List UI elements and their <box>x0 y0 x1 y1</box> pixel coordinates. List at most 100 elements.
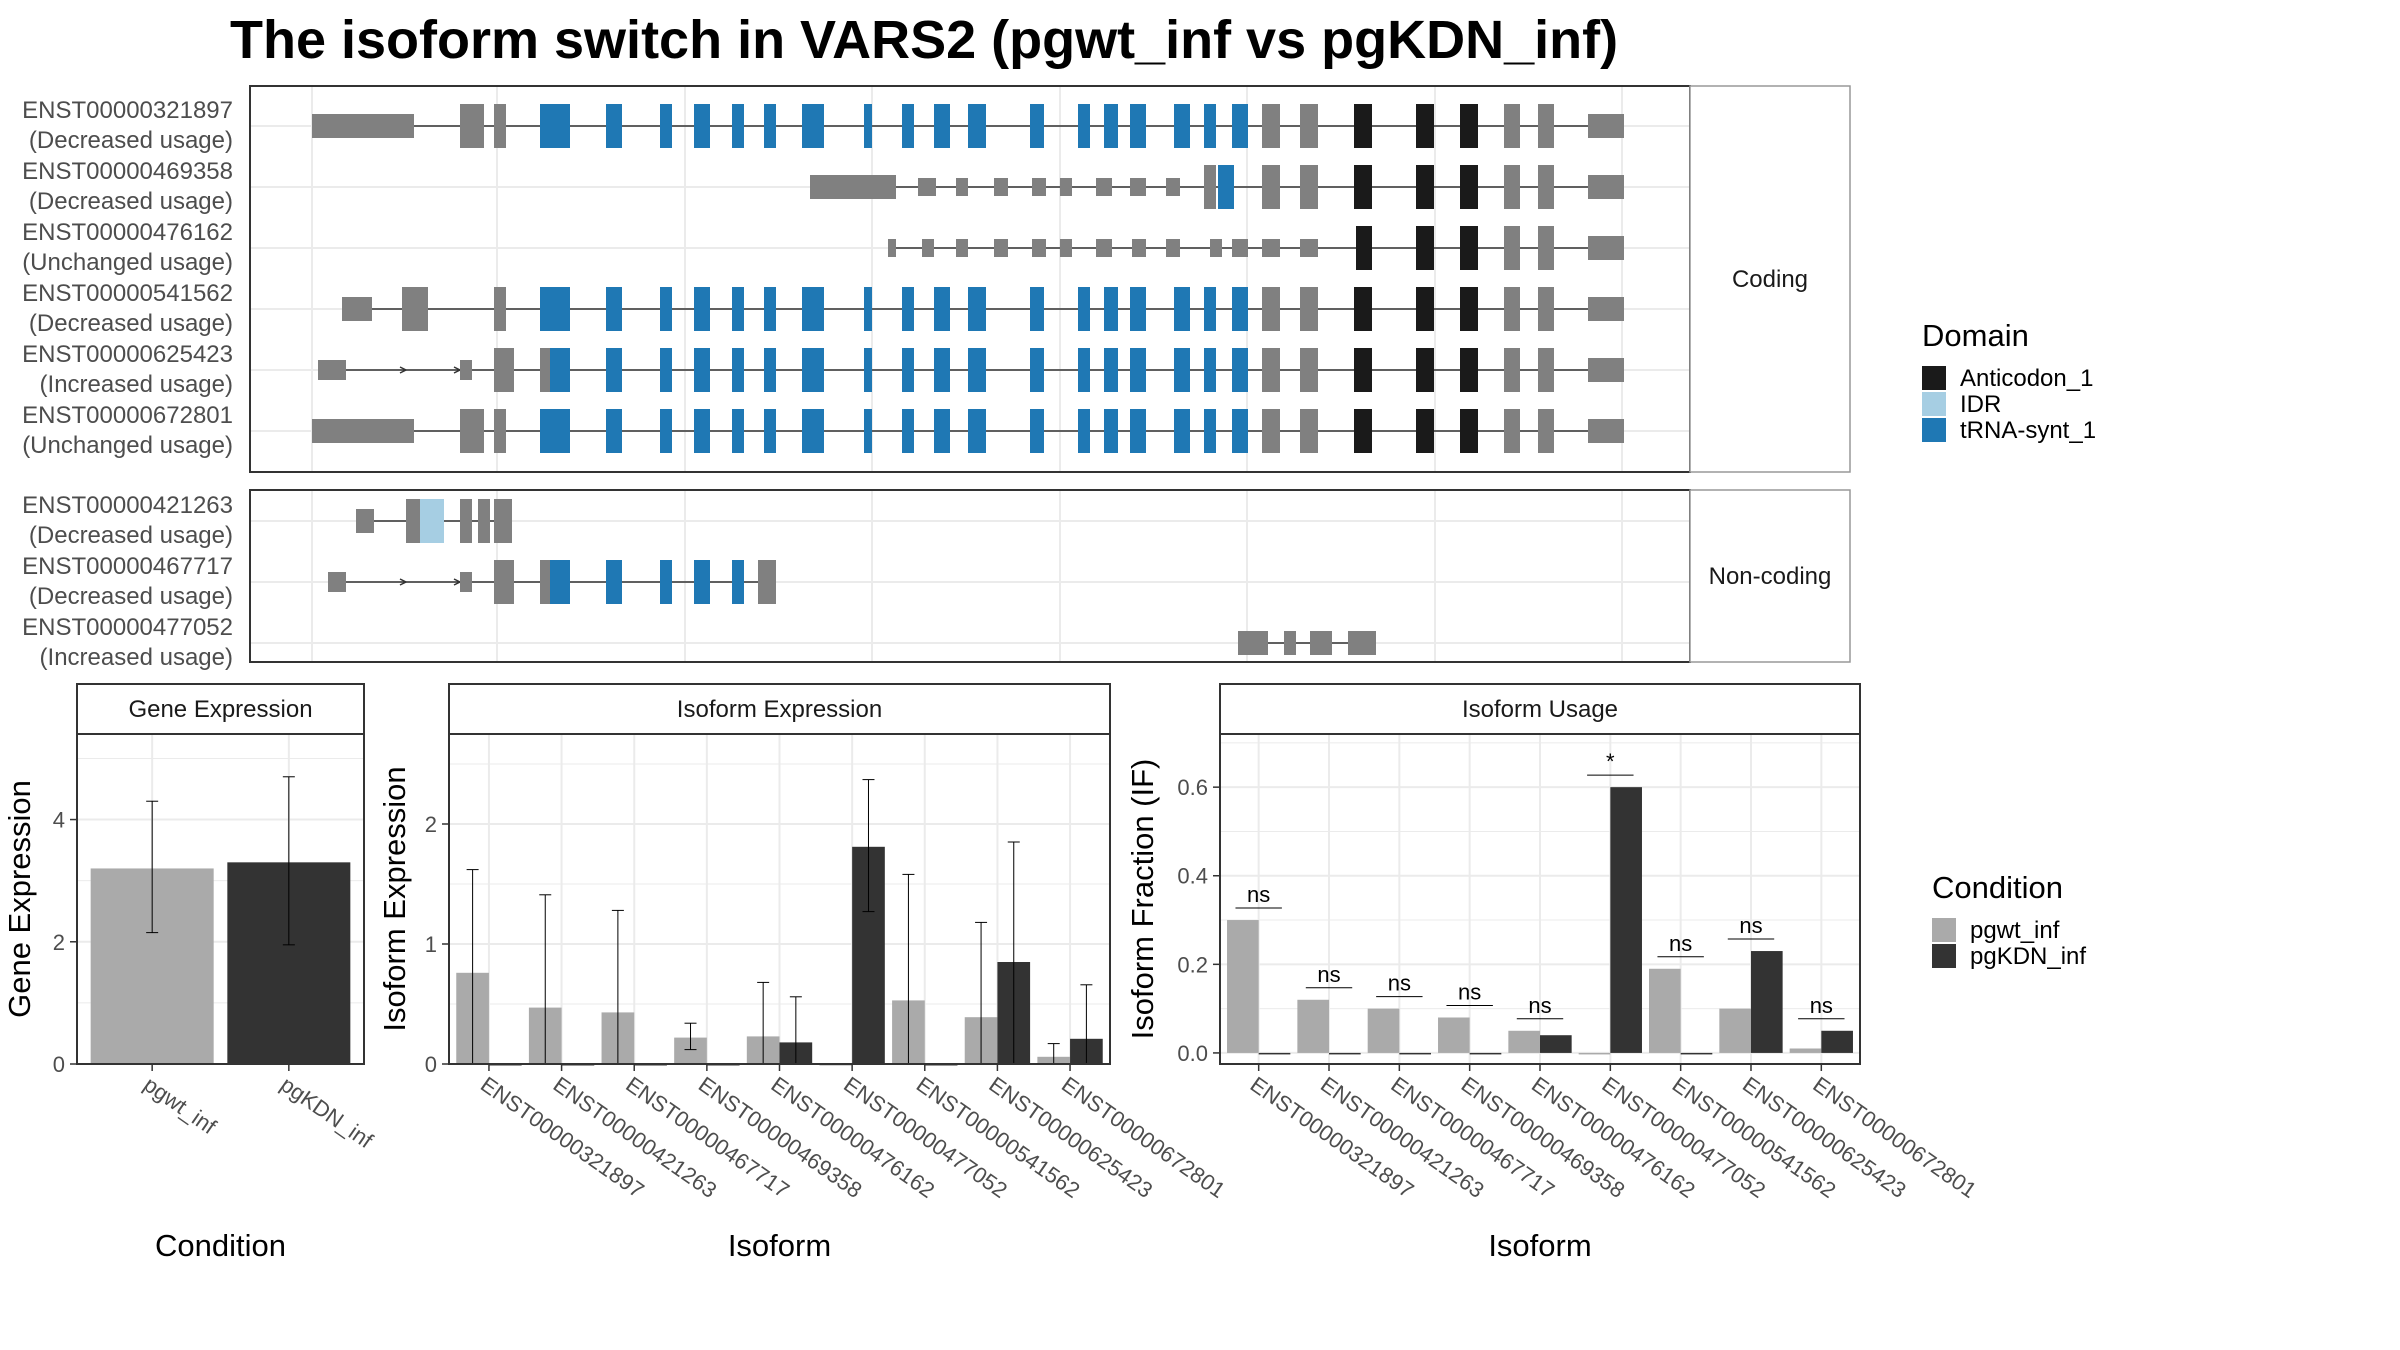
exon-block <box>1354 348 1372 392</box>
exon-block <box>1538 226 1554 270</box>
exon-block <box>1588 236 1624 260</box>
direction-arrow <box>399 578 408 586</box>
exon-block <box>660 348 672 392</box>
exon-block <box>764 104 776 148</box>
bar <box>1258 1052 1291 1055</box>
exon-block <box>918 178 936 196</box>
exon-block <box>694 409 710 453</box>
exon-block <box>1416 287 1434 331</box>
transcript-usage-label: (Increased usage) <box>40 644 233 671</box>
exon-block <box>934 104 950 148</box>
bar <box>1329 1052 1361 1055</box>
exon-block <box>660 560 672 604</box>
exon-block <box>1416 348 1434 392</box>
exon-block <box>1130 178 1146 196</box>
transcript-id-label: ENST00000469358 <box>22 158 233 185</box>
y-tick-label: 4 <box>53 808 65 833</box>
exon-block <box>1032 239 1046 257</box>
x-axis-title: Isoform <box>1488 1228 1591 1263</box>
panel-strip <box>1219 683 1861 735</box>
exon-block <box>1504 226 1520 270</box>
exon-block <box>864 287 872 331</box>
y-axis-title: Isoform Expression <box>377 766 412 1031</box>
y-tick-label: 0.2 <box>1177 952 1208 977</box>
bar <box>1680 1052 1713 1055</box>
transcript-id-label: ENST00000421263 <box>22 492 233 519</box>
exon-block <box>1104 409 1118 453</box>
exon-block <box>694 104 710 148</box>
exon-block <box>732 560 744 604</box>
exon-block <box>406 499 420 543</box>
exon-block <box>1104 104 1118 148</box>
exon-block <box>1166 239 1180 257</box>
exon-block <box>810 175 896 199</box>
bar <box>1578 1052 1611 1055</box>
exon-block <box>1232 348 1248 392</box>
exon-block <box>540 104 570 148</box>
exon-block <box>934 409 950 453</box>
bar <box>1399 1052 1431 1055</box>
transcript-id-label: ENST00000467717 <box>22 553 233 580</box>
exon-block <box>1354 409 1372 453</box>
y-tick-label: 0.4 <box>1177 864 1208 889</box>
exon-block <box>660 104 672 148</box>
exon-block <box>968 409 986 453</box>
exon-block <box>1300 287 1318 331</box>
exon-block <box>1030 409 1044 453</box>
bar <box>1438 1017 1470 1053</box>
transcript-id-label: ENST00000321897 <box>22 97 233 124</box>
significance-label: ns <box>1458 979 1481 1004</box>
domain-legend-label: IDR <box>1960 391 2001 418</box>
transcript-usage-label: (Decreased usage) <box>29 127 233 154</box>
exon-block <box>1078 287 1090 331</box>
exon-block <box>902 409 914 453</box>
exon-block <box>1204 348 1216 392</box>
exon-block <box>1262 239 1280 257</box>
exon-block <box>764 287 776 331</box>
exon-block <box>1538 165 1554 209</box>
domain-legend-swatch <box>1922 392 1946 416</box>
transcript-id-label: ENST00000672801 <box>22 402 233 429</box>
exon-block <box>460 360 472 380</box>
exon-block <box>732 409 744 453</box>
exon-block <box>606 348 622 392</box>
transcript-usage-label: (Decreased usage) <box>29 583 233 610</box>
exon-block <box>494 348 514 392</box>
bar <box>1297 999 1330 1053</box>
exon-block <box>420 499 444 543</box>
bar <box>1227 920 1259 1053</box>
significance-label: ns <box>1388 971 1411 996</box>
exon-block <box>1300 165 1318 209</box>
exon-block <box>968 348 986 392</box>
exon-block <box>478 499 490 543</box>
exon-block <box>802 104 824 148</box>
exon-block <box>864 409 872 453</box>
exon-block <box>1504 348 1520 392</box>
exon-block <box>1354 165 1372 209</box>
exon-block <box>1348 631 1376 655</box>
exon-block <box>758 560 776 604</box>
exon-block <box>934 348 950 392</box>
condition-legend-swatch <box>1932 944 1956 968</box>
domain-legend-swatch <box>1922 418 1946 442</box>
exon-block <box>312 419 414 443</box>
exon-block <box>494 287 506 331</box>
exon-block <box>1460 409 1478 453</box>
exon-block <box>1132 239 1146 257</box>
exon-block <box>1460 287 1478 331</box>
domain-legend-title: Domain <box>1922 318 2029 353</box>
exon-block <box>1204 287 1216 331</box>
exon-block <box>1104 287 1118 331</box>
panel-strip-title: Gene Expression <box>128 696 312 723</box>
exon-block <box>1232 239 1248 257</box>
exon-block <box>1504 409 1520 453</box>
domain-legend-label: Anticodon_1 <box>1960 365 2093 392</box>
exon-block <box>494 104 506 148</box>
transcript-usage-label: (Increased usage) <box>40 371 233 398</box>
exon-block <box>902 348 914 392</box>
exon-block <box>1060 178 1072 196</box>
exon-block <box>1300 348 1318 392</box>
exon-block <box>968 104 986 148</box>
exon-block <box>694 560 710 604</box>
